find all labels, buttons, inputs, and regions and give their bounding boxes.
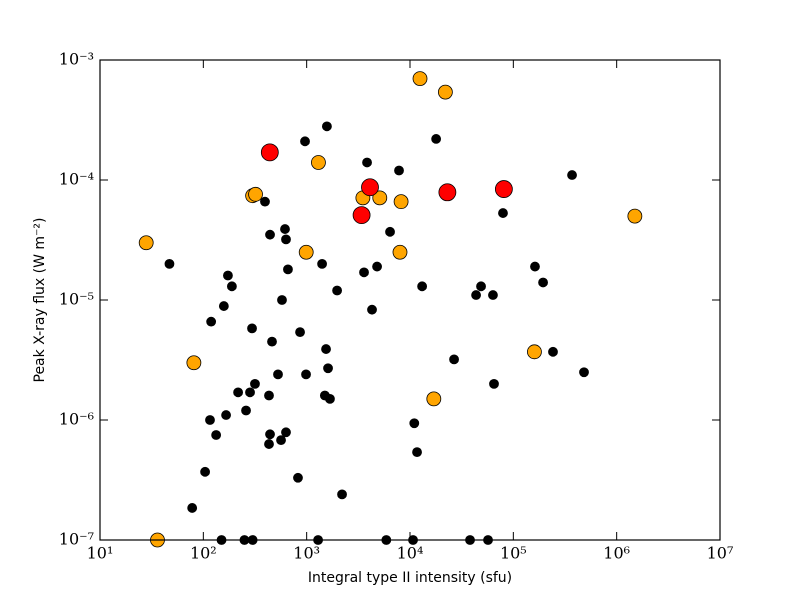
point [241,405,251,416]
y-tick-label: 10⁻³ [59,50,94,69]
point [372,190,388,206]
x-tick-label: 10³ [293,544,320,563]
point [538,277,548,288]
point [283,264,293,275]
point [393,194,409,210]
point [281,427,291,438]
point [361,178,379,197]
point [300,136,310,147]
point [530,261,540,272]
point [223,270,233,281]
point [385,226,395,237]
point [265,229,275,240]
point [200,466,210,477]
point [627,208,643,224]
y-tick-label: 10⁻⁶ [59,410,94,429]
y-tick-label: 10⁻⁵ [59,290,94,309]
point [362,157,372,168]
point [321,344,331,354]
point [293,472,303,483]
point [233,387,244,398]
point [260,196,270,207]
point [498,208,508,218]
point [449,354,459,365]
point [186,355,202,371]
point [412,447,422,458]
point [260,143,279,162]
y-axis-label: Peak X-ray flux (W m⁻²) [32,218,48,383]
point [322,121,332,132]
point [281,234,291,245]
point [431,134,442,144]
point [187,503,198,513]
point [476,281,486,292]
point [332,285,342,296]
point [494,180,513,198]
point [265,429,275,440]
point [437,84,453,100]
plot-frame [99,59,721,541]
x-axis-label: Integral type II intensity (sfu) [308,570,512,586]
point [337,489,347,500]
point [352,206,371,224]
x-tick-label: 10⁴ [397,544,424,563]
point [205,415,215,425]
point [221,410,231,420]
point [392,244,408,260]
x-tick-label: 10⁷ [707,544,734,563]
point [218,301,229,311]
point [248,186,263,202]
point [489,378,499,389]
point [471,290,481,300]
point [412,71,428,86]
point [394,165,404,176]
point [138,235,154,251]
point [247,323,257,334]
point [426,391,442,407]
point [298,244,314,260]
x-tick-label: 10⁵ [500,544,527,563]
point [372,261,382,272]
point [273,369,283,380]
point [264,390,274,401]
point [295,327,305,338]
point [488,290,498,300]
point [579,367,589,378]
point [264,439,274,449]
point [301,369,311,380]
point [548,346,558,357]
point [367,304,377,315]
point [276,435,286,445]
point [317,258,327,269]
point [567,170,577,180]
point [164,258,175,269]
point [323,363,333,374]
y-tick-label: 10⁻⁷ [59,530,94,549]
x-tick-label: 10⁶ [603,544,630,563]
point [325,393,335,404]
point [211,430,222,440]
point [227,281,237,292]
point [267,336,277,347]
point [250,378,260,389]
y-tick-label: 10⁻⁴ [59,170,94,189]
point [245,387,255,398]
plot-area [100,60,720,540]
x-tick-label: 10² [190,544,217,563]
x-tick-label: 10¹ [87,544,114,563]
point [206,316,217,327]
point [359,267,369,278]
point [438,183,457,202]
point [280,224,290,234]
point [277,295,287,305]
point [417,281,428,292]
point [311,155,326,170]
point [409,418,420,429]
point [527,344,542,360]
